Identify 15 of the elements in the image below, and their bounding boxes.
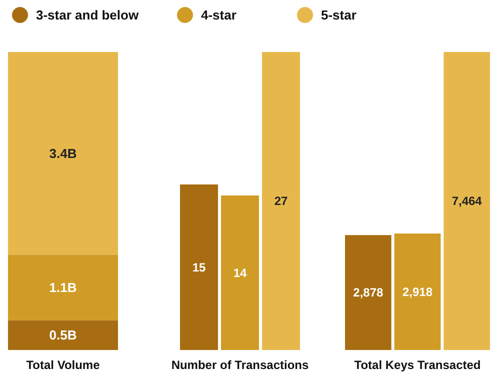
- x-axis-title: Total Keys Transacted: [354, 358, 481, 372]
- data-label: 15: [192, 260, 206, 274]
- data-label: 3.4B: [49, 146, 77, 161]
- data-label: 14: [233, 266, 247, 280]
- data-label: 27: [274, 194, 288, 208]
- legend-label: 4-star: [201, 8, 236, 23]
- data-label: 2,918: [402, 284, 433, 299]
- x-axis-title: Number of Transactions: [171, 358, 309, 372]
- data-label: 1.1B: [49, 280, 77, 295]
- legend-label: 5-star: [321, 8, 356, 23]
- x-axis-title: Total Volume: [26, 358, 100, 372]
- data-label: 2,878: [353, 286, 384, 300]
- legend-label: 3-star and below: [36, 8, 140, 23]
- data-label: 0.5B: [49, 328, 77, 343]
- data-label: 7,464: [452, 194, 482, 208]
